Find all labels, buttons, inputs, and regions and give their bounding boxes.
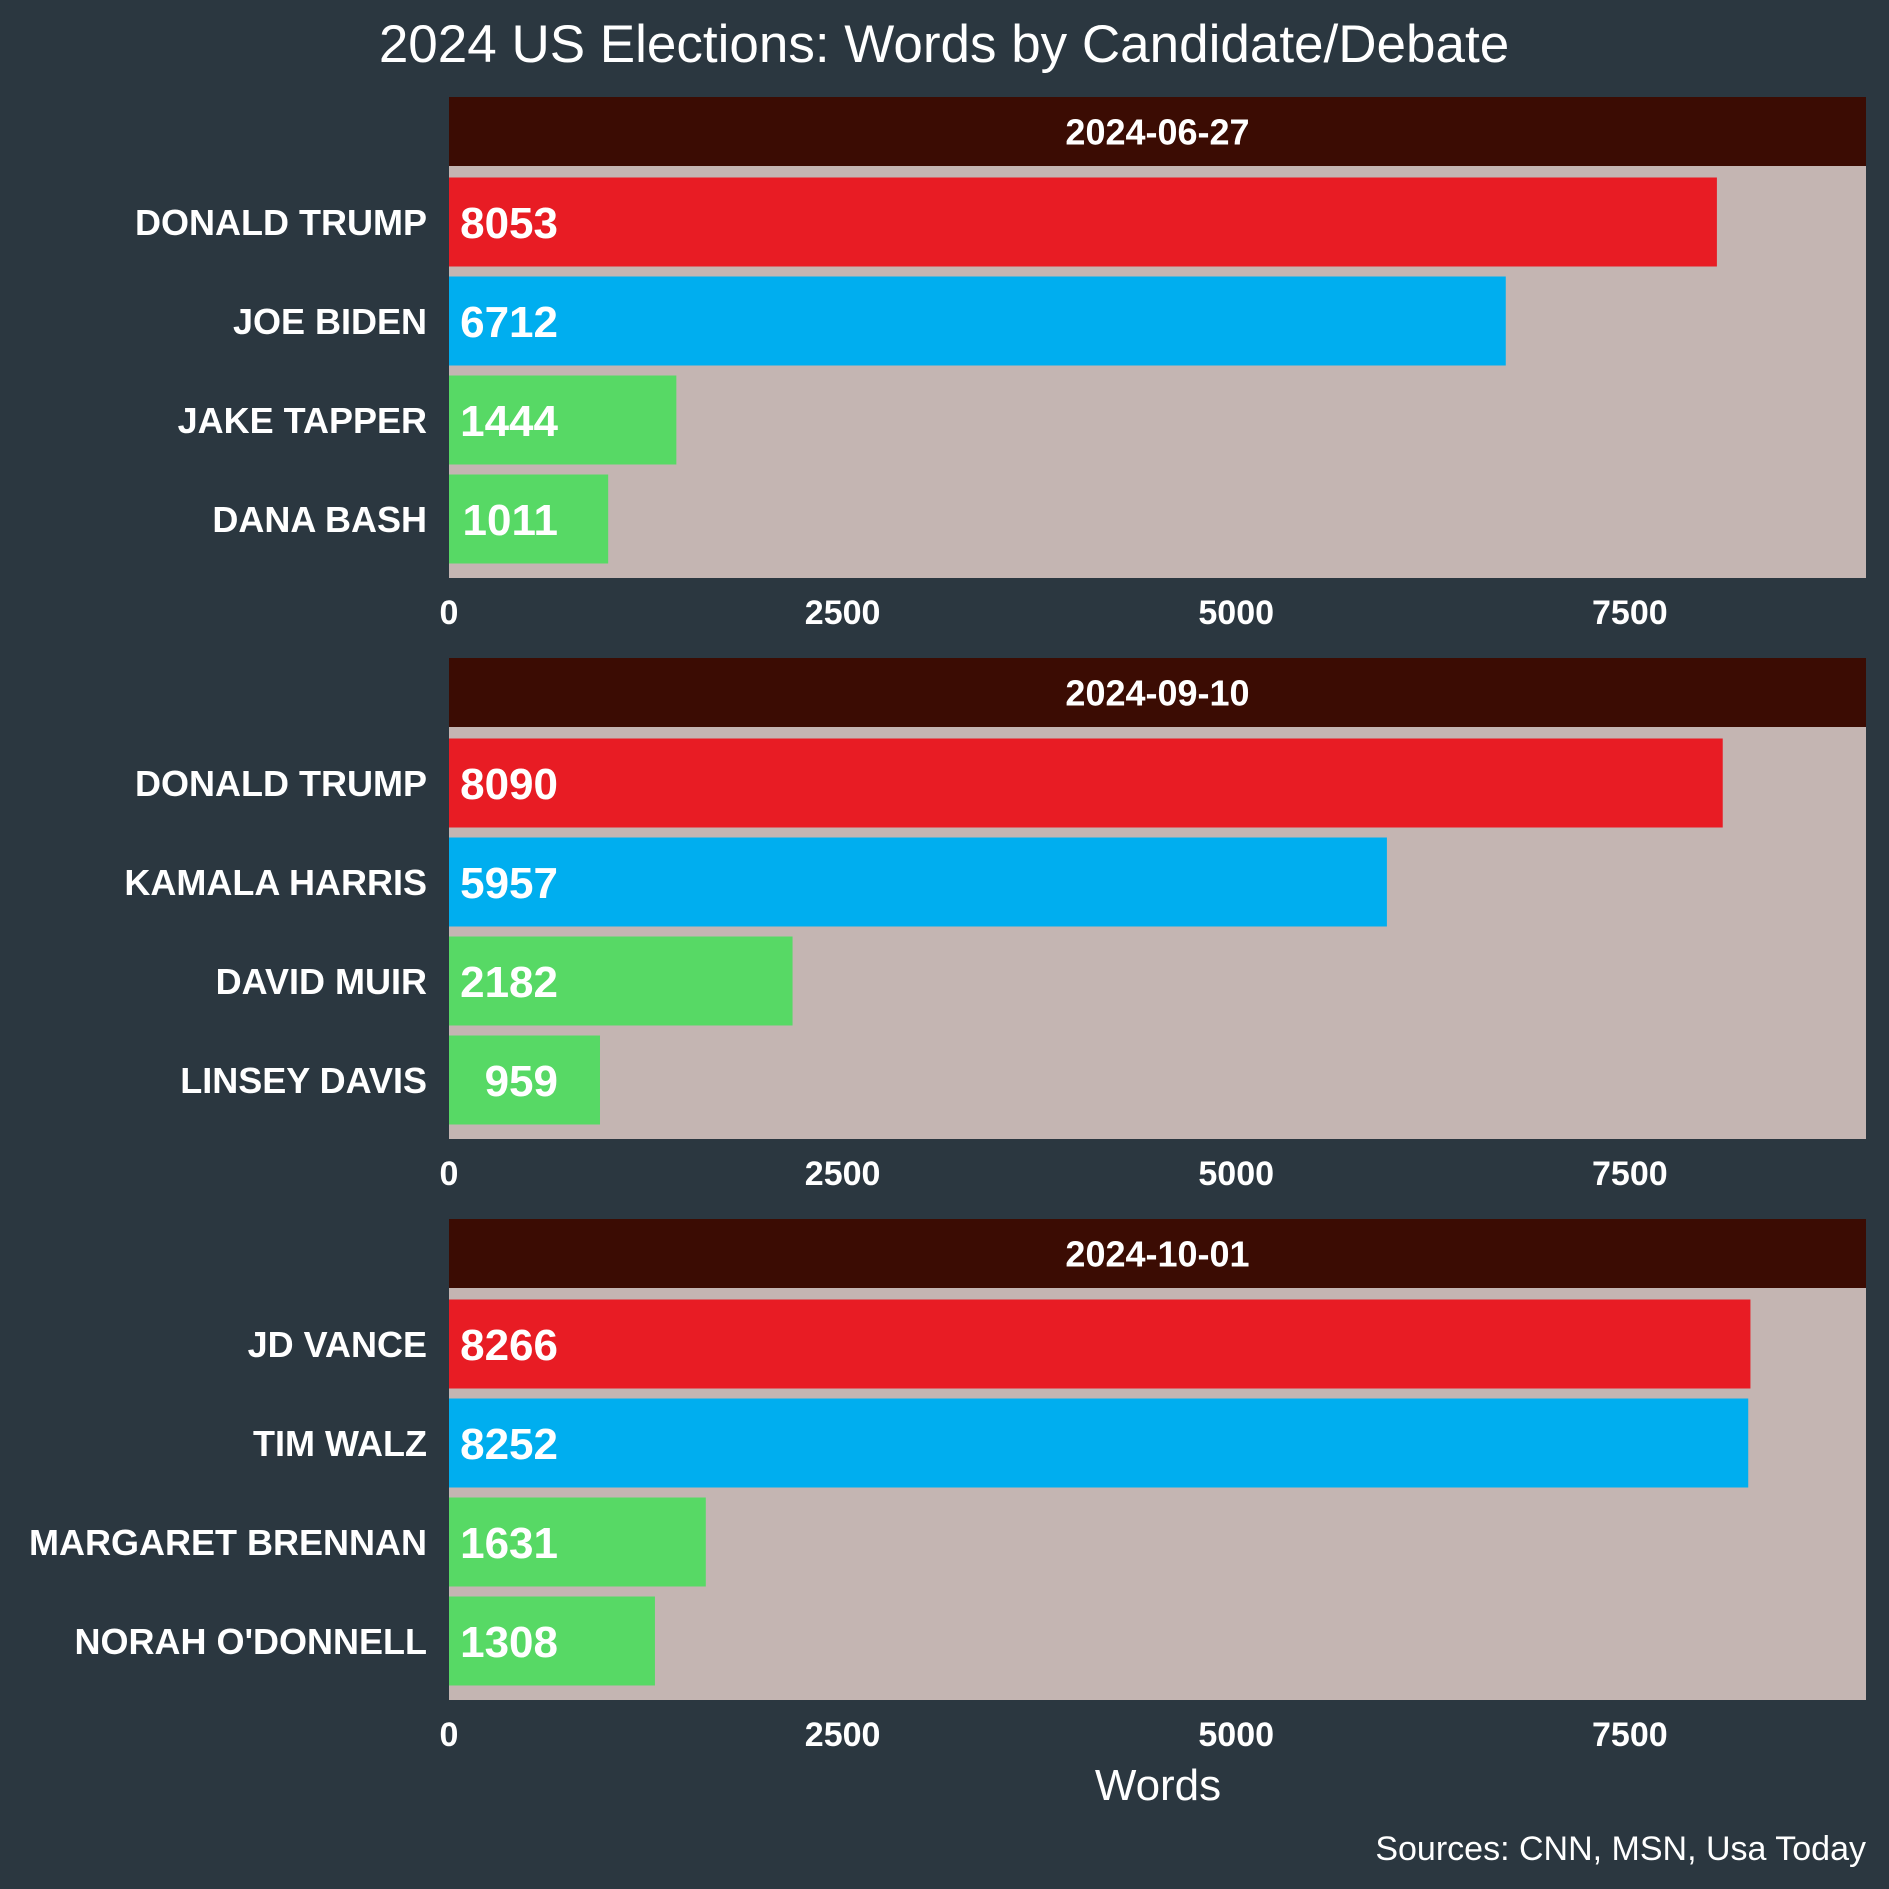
value-label: 8053: [460, 199, 558, 248]
facet-label: 2024-06-27: [1065, 112, 1249, 153]
value-label: 8252: [460, 1420, 558, 1469]
value-label: 1631: [460, 1519, 558, 1568]
value-label: 959: [485, 1057, 558, 1106]
value-label: 8266: [460, 1321, 558, 1370]
bar: [449, 1497, 706, 1587]
x-tick-label: 2500: [805, 594, 881, 632]
category-label: DONALD TRUMP: [135, 202, 427, 243]
x-tick-label: 7500: [1592, 594, 1668, 632]
x-tick-label: 7500: [1592, 1155, 1668, 1193]
bar: [449, 1398, 1749, 1488]
bar: [449, 177, 1717, 267]
category-label: JAKE TAPPER: [178, 400, 427, 441]
category-label: TIM WALZ: [253, 1423, 427, 1464]
value-label: 1308: [460, 1618, 558, 1667]
bar: [449, 375, 677, 465]
facet-1: 2024-06-27 DONALD TRUMP 8053 JOE BIDEN 6712 J…: [135, 97, 1866, 632]
facet-label: 2024-09-10: [1065, 673, 1249, 714]
category-label: DANA BASH: [212, 499, 427, 540]
x-tick-label: 5000: [1198, 1716, 1274, 1754]
facet-strip: [449, 97, 1866, 166]
category-label: NORAH O'DONNELL: [74, 1621, 427, 1662]
value-label: 1444: [460, 397, 558, 446]
bar: [449, 474, 609, 564]
facet-label: 2024-10-01: [1065, 1234, 1249, 1275]
x-tick-label: 0: [440, 594, 459, 632]
facet-strip: [449, 1219, 1866, 1288]
category-label: JOE BIDEN: [233, 301, 427, 342]
facet-2: 2024-09-10 DONALD TRUMP 8090 KAMALA HARRIS 5…: [124, 658, 1866, 1193]
bar: [449, 837, 1387, 927]
category-label: LINSEY DAVIS: [180, 1060, 427, 1101]
bar: [449, 276, 1506, 366]
x-tick-label: 2500: [805, 1155, 881, 1193]
value-label: 5957: [460, 859, 558, 908]
x-axis-title: Words: [1095, 1761, 1221, 1810]
value-label: 8090: [460, 760, 558, 809]
value-label: 2182: [460, 958, 558, 1007]
value-label: 6712: [460, 298, 558, 347]
bar: [449, 936, 793, 1026]
x-tick-label: 2500: [805, 1716, 881, 1754]
category-label: MARGARET BRENNAN: [29, 1522, 427, 1563]
category-label: KAMALA HARRIS: [124, 862, 427, 903]
category-label: JD VANCE: [248, 1324, 427, 1365]
chart-title: 2024 US Elections: Words by Candidate/De…: [379, 15, 1509, 74]
bar: [449, 1596, 655, 1686]
category-label: DAVID MUIR: [216, 961, 427, 1002]
bar: [449, 1299, 1751, 1389]
x-tick-label: 0: [440, 1716, 459, 1754]
x-tick-label: 7500: [1592, 1716, 1668, 1754]
x-tick-label: 5000: [1198, 1155, 1274, 1193]
x-tick-label: 0: [440, 1155, 459, 1193]
facets: 2024-06-27 DONALD TRUMP 8053 JOE BIDEN 6712 J…: [29, 97, 1866, 1754]
x-tick-label: 5000: [1198, 594, 1274, 632]
category-label: DONALD TRUMP: [135, 763, 427, 804]
facet-strip: [449, 658, 1866, 727]
bar: [449, 738, 1723, 828]
bar: [449, 1035, 600, 1125]
value-label: 1011: [463, 496, 558, 545]
caption: Sources: CNN, MSN, Usa Today: [1375, 1830, 1866, 1868]
facet-3: 2024-10-01 JD VANCE 8266 TIM WALZ 8252 MARGAR…: [29, 1219, 1866, 1754]
